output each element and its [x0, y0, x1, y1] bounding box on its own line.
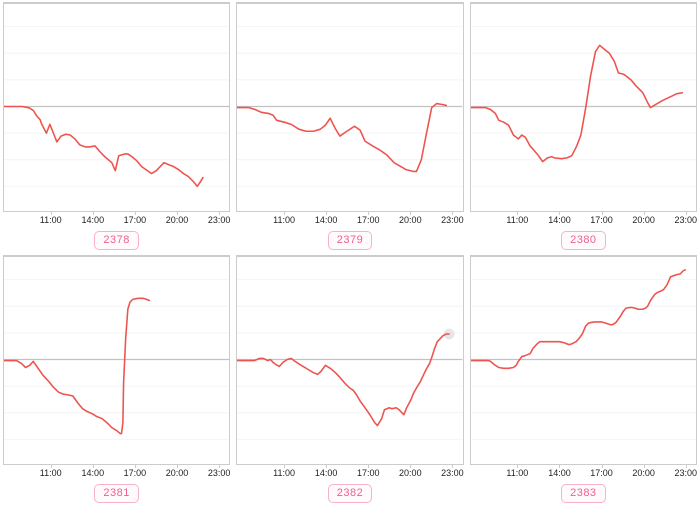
x-tick-label: 17:00	[123, 215, 147, 225]
x-tick-mark	[134, 212, 136, 215]
line-chart-2382	[237, 279, 463, 440]
x-tick-label: 20:00	[399, 215, 422, 225]
x-tick-mark	[643, 212, 645, 215]
chart-panel-2379: 11:00 14:00 17:00 20:00 23:00 2379	[233, 0, 466, 253]
chart-id-badge-2382[interactable]: 2382	[327, 484, 373, 503]
x-tick-label: 17:00	[123, 468, 147, 478]
x-tick-label: 17:00	[590, 215, 613, 225]
x-tick-mark	[219, 212, 221, 215]
x-tick-mark	[410, 212, 412, 215]
x-tick-mark	[517, 212, 519, 215]
x-tick-mark	[134, 465, 136, 468]
x-axis: 11:00 14:00 17:00 20:00 23:00	[470, 212, 697, 228]
chart-plot-area[interactable]	[3, 2, 231, 212]
chart-plot-area[interactable]	[469, 255, 697, 465]
x-tick-label: 11:00	[273, 215, 295, 225]
x-tick-mark	[685, 465, 687, 468]
line-chart-2381	[4, 279, 230, 440]
chart-panel-2381: 11:00 14:00 17:00 20:00 23:00 2381	[0, 253, 233, 506]
chart-panel-2382: 11:00 14:00 17:00 20:00 23:00 2382	[233, 253, 466, 506]
chart-id-badge-2380[interactable]: 2380	[561, 231, 606, 250]
x-tick-label: 14:00	[81, 468, 105, 478]
chart-panel-2380: 11:00 14:00 17:00 20:00 23:00 2380	[467, 0, 700, 253]
x-axis: 11:00 14:00 17:00 20:00 23:00	[236, 212, 464, 228]
x-tick-mark	[685, 212, 687, 215]
badge-row: 2380	[470, 231, 697, 250]
x-tick-label: 11:00	[273, 468, 295, 478]
chart-panel-2383: 11:00 14:00 17:00 20:00 23:00 2383	[467, 253, 700, 506]
chart-plot-area[interactable]	[3, 255, 231, 465]
x-tick-mark	[50, 465, 52, 468]
x-tick-label: 23:00	[207, 215, 231, 225]
chart-plot-area[interactable]	[236, 255, 464, 465]
badge-row: 2381	[3, 484, 230, 503]
x-tick-label: 23:00	[441, 215, 464, 225]
x-tick-mark	[601, 212, 603, 215]
x-tick-mark	[284, 465, 286, 468]
x-tick-mark	[452, 212, 454, 215]
x-tick-mark	[176, 212, 178, 215]
x-tick-label: 23:00	[441, 468, 464, 478]
x-tick-mark	[517, 465, 519, 468]
x-tick-label: 20:00	[165, 215, 189, 225]
x-tick-mark	[559, 465, 561, 468]
x-axis: 11:00 14:00 17:00 20:00 23:00	[236, 465, 464, 481]
x-tick-mark	[176, 465, 178, 468]
x-tick-label: 20:00	[632, 468, 655, 478]
x-tick-mark	[452, 465, 454, 468]
x-tick-mark	[368, 465, 370, 468]
badge-row: 2378	[3, 231, 230, 250]
badge-row: 2379	[236, 231, 463, 250]
x-tick-label: 14:00	[81, 215, 105, 225]
x-tick-mark	[92, 212, 94, 215]
x-tick-mark	[368, 212, 370, 215]
x-tick-mark	[326, 212, 328, 215]
x-tick-label: 11:00	[506, 215, 529, 225]
line-chart-2379	[237, 26, 463, 187]
x-tick-mark	[601, 465, 603, 468]
x-tick-label: 23:00	[674, 215, 698, 225]
badge-row: 2383	[470, 484, 697, 503]
x-tick-mark	[50, 212, 52, 215]
x-tick-label: 14:00	[314, 215, 338, 225]
x-tick-mark	[643, 465, 645, 468]
x-tick-mark	[284, 212, 286, 215]
badge-row: 2382	[236, 484, 463, 503]
x-tick-label: 11:00	[39, 215, 62, 225]
chart-panel-2378: 11:00 14:00 17:00 20:00 23:00 2378	[0, 0, 233, 253]
chart-id-badge-2383[interactable]: 2383	[561, 484, 606, 503]
x-tick-label: 20:00	[399, 468, 422, 478]
chart-plot-area[interactable]	[469, 2, 697, 212]
x-axis: 11:00 14:00 17:00 20:00 23:00	[3, 212, 230, 228]
x-tick-label: 14:00	[548, 215, 571, 225]
x-tick-label: 14:00	[548, 468, 571, 478]
x-tick-label: 11:00	[506, 468, 529, 478]
x-tick-label: 17:00	[356, 215, 380, 225]
x-tick-mark	[92, 465, 94, 468]
x-axis: 11:00 14:00 17:00 20:00 23:00	[3, 465, 230, 481]
x-tick-mark	[559, 212, 561, 215]
chart-id-badge-2381[interactable]: 2381	[94, 484, 139, 503]
x-tick-label: 17:00	[356, 468, 380, 478]
x-tick-label: 23:00	[674, 468, 698, 478]
chart-plot-area[interactable]	[236, 2, 464, 212]
x-tick-label: 20:00	[165, 468, 189, 478]
x-tick-label: 14:00	[314, 468, 338, 478]
x-tick-label: 23:00	[207, 468, 231, 478]
chart-id-badge-2378[interactable]: 2378	[94, 231, 139, 250]
x-tick-mark	[326, 465, 328, 468]
x-axis: 11:00 14:00 17:00 20:00 23:00	[470, 465, 697, 481]
line-chart-2378	[4, 26, 230, 188]
x-tick-label: 11:00	[39, 468, 62, 478]
chart-id-badge-2379[interactable]: 2379	[327, 231, 373, 250]
x-tick-mark	[219, 465, 221, 468]
line-chart-2383	[470, 269, 696, 440]
x-tick-label: 17:00	[590, 468, 613, 478]
x-tick-mark	[410, 465, 412, 468]
x-tick-label: 20:00	[632, 215, 655, 225]
line-chart-2380	[470, 26, 696, 187]
